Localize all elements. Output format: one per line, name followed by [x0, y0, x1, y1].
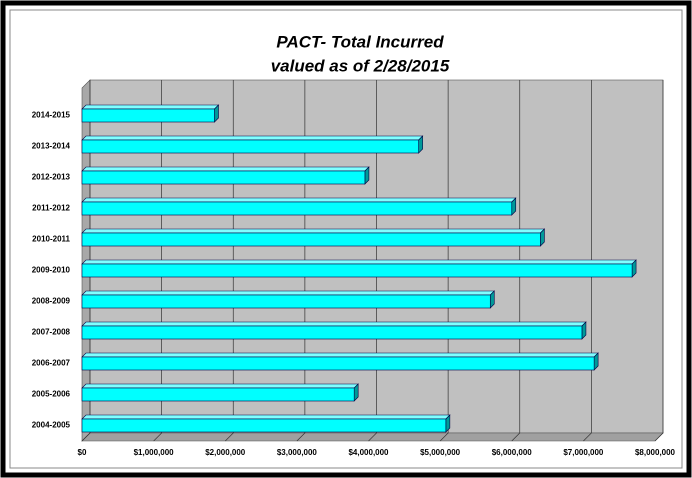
chart-title: PACT- Total Incurred	[276, 32, 444, 51]
grid-line	[225, 80, 234, 442]
grid-line	[511, 80, 521, 442]
bar-top	[81, 321, 587, 327]
bar	[81, 170, 366, 185]
bar	[81, 139, 419, 154]
bar	[81, 294, 491, 309]
bar-top	[81, 383, 359, 389]
x-tick-label: $7,000,000	[563, 448, 604, 457]
x-tick-label: $5,000,000	[420, 448, 461, 457]
bar-top	[81, 290, 495, 296]
x-tick-label: $3,000,000	[277, 448, 318, 457]
y-tick-label: 2008-2009	[32, 297, 71, 306]
y-tick-label: 2014-2015	[32, 111, 71, 120]
bar-top	[81, 135, 424, 141]
bar	[81, 418, 447, 433]
x-tick-label: $0	[78, 448, 87, 457]
y-tick-label: 2013-2014	[32, 142, 71, 151]
bar	[81, 201, 513, 216]
y-tick-label: 2005-2006	[32, 390, 71, 399]
bar	[81, 356, 595, 371]
inner-frame	[9, 9, 683, 469]
bar	[81, 232, 541, 247]
grid-line	[81, 80, 91, 442]
y-tick-label: 2004-2005	[32, 421, 71, 430]
y-tick-label: 2006-2007	[32, 359, 71, 368]
y-tick-label: 2007-2008	[32, 328, 71, 337]
grid-line	[153, 80, 162, 442]
grid-line	[583, 80, 592, 442]
bar-top	[81, 414, 451, 420]
bar-top	[81, 259, 637, 265]
bar	[81, 387, 355, 402]
chart-subtitle: valued as of 2/28/2015	[271, 56, 450, 75]
y-tick-label: 2011-2012	[32, 204, 70, 213]
bar	[81, 325, 583, 340]
x-tick-label: $6,000,000	[492, 448, 533, 457]
y-tick-label: 2012-2013	[32, 173, 71, 182]
bar-top	[81, 197, 517, 203]
x-tick-label: $4,000,000	[348, 448, 389, 457]
y-tick-label: 2010-2011	[32, 235, 70, 244]
grid-line	[439, 80, 449, 442]
x-tick-label: $1,000,000	[134, 448, 175, 457]
grid-line	[654, 80, 664, 442]
grid-line	[296, 80, 306, 442]
bar	[81, 263, 633, 278]
bar-top	[81, 352, 599, 358]
bar-top	[81, 166, 370, 172]
bar-top	[81, 104, 220, 110]
y-tick-label: 2009-2010	[32, 266, 71, 275]
x-tick-label: $8,000,000	[635, 448, 676, 457]
x-tick-label: $2,000,000	[205, 448, 246, 457]
bar	[81, 108, 215, 123]
grid-line	[368, 80, 377, 442]
bar-top	[81, 228, 546, 234]
